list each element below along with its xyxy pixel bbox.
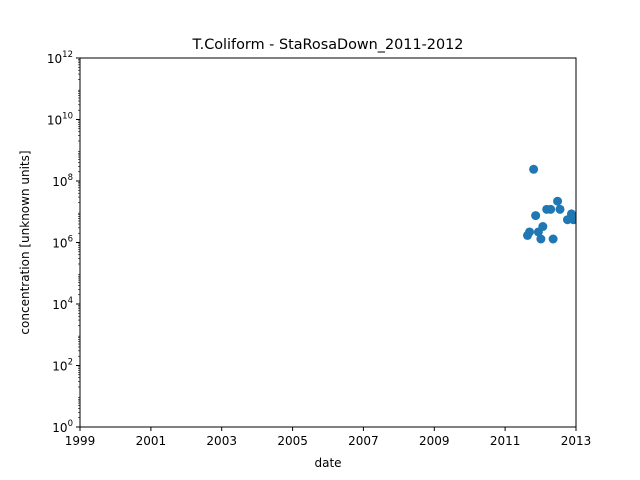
x-axis: 1999 2001 2003 2005 2007 2009 2011 2013 <box>65 427 592 448</box>
y-tick-label: 104 <box>52 296 73 312</box>
x-tick-label: 1999 <box>65 434 96 448</box>
data-point <box>538 222 548 232</box>
data-point <box>525 227 535 237</box>
y-tick-base: 10 <box>52 298 67 312</box>
y-tick-exponent: 12 <box>62 50 73 60</box>
y-tick-label: 108 <box>52 173 73 189</box>
x-tick-label: 2009 <box>419 434 450 448</box>
x-axis-label: date <box>314 456 341 470</box>
y-tick-label: 102 <box>52 358 73 374</box>
x-tick-label: 2001 <box>136 434 167 448</box>
x-tick-label: 2013 <box>561 434 592 448</box>
x-tick-label: 2011 <box>490 434 521 448</box>
data-point <box>529 164 539 174</box>
data-point <box>546 204 556 214</box>
data-point <box>570 213 576 223</box>
chart-title: T.Coliform - StaRosaDown_2011-2012 <box>192 37 464 53</box>
x-tick-label: 2003 <box>206 434 237 448</box>
y-tick-exponent: 0 <box>68 419 73 429</box>
y-tick-label: 1012 <box>47 50 73 66</box>
plot-area <box>80 58 576 427</box>
y-tick-exponent: 6 <box>68 235 73 245</box>
data-point <box>548 234 558 244</box>
y-tick-exponent: 8 <box>68 173 73 183</box>
y-tick-base: 10 <box>47 114 62 128</box>
data-points <box>523 164 576 244</box>
y-tick-label: 100 <box>52 419 73 435</box>
y-tick-exponent: 10 <box>62 112 73 122</box>
y-tick-label: 106 <box>52 235 73 251</box>
y-tick-base: 10 <box>52 237 67 251</box>
y-tick-exponent: 4 <box>68 296 73 306</box>
y-axis-label: concentration [unknown units] <box>18 150 32 334</box>
y-tick-base: 10 <box>52 175 67 189</box>
data-point <box>553 196 563 206</box>
x-tick-label: 2007 <box>348 434 379 448</box>
x-tick-label: 2005 <box>277 434 308 448</box>
data-point <box>555 204 565 214</box>
data-point <box>531 211 541 221</box>
y-tick-base: 10 <box>47 52 62 66</box>
y-tick-base: 10 <box>52 360 67 374</box>
y-tick-base: 10 <box>52 421 67 435</box>
y-tick-label: 1010 <box>47 112 73 128</box>
data-point <box>536 234 546 244</box>
y-tick-exponent: 2 <box>68 358 73 368</box>
